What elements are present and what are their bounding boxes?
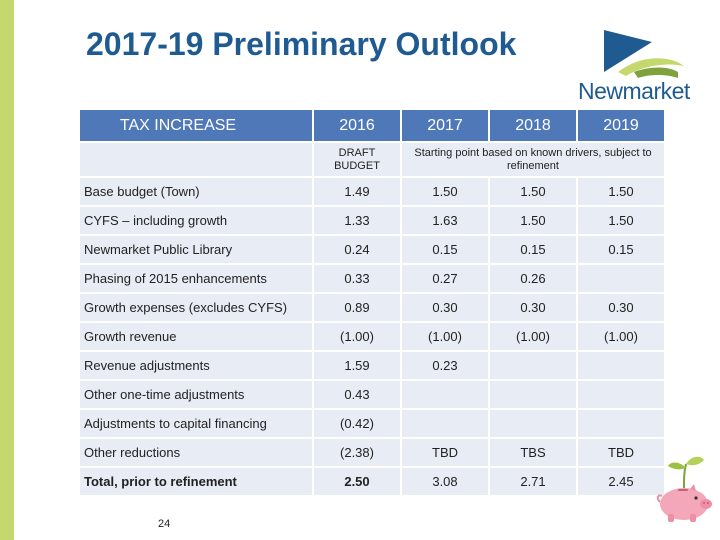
left-accent-band <box>0 0 14 540</box>
page-title: 2017-19 Preliminary Outlook <box>86 26 517 62</box>
table-row: Growth revenue (1.00) (1.00) (1.00) (1.0… <box>80 323 664 350</box>
row-value: 0.89 <box>314 294 400 321</box>
total-value: 3.08 <box>402 468 488 495</box>
row-value <box>578 352 664 379</box>
total-label: Total, prior to refinement <box>80 468 312 495</box>
header-year: 2019 <box>578 110 664 141</box>
table-row: Base budget (Town) 1.49 1.50 1.50 1.50 <box>80 178 664 205</box>
row-value <box>490 352 576 379</box>
row-value: (0.42) <box>314 410 400 437</box>
header-label: TAX INCREASE <box>80 110 312 141</box>
row-value <box>490 381 576 408</box>
row-value: 1.33 <box>314 207 400 234</box>
row-value: TBD <box>402 439 488 466</box>
page-number: 24 <box>158 518 171 530</box>
total-row: Total, prior to refinement 2.50 3.08 2.7… <box>80 468 664 495</box>
row-label: Other reductions <box>80 439 312 466</box>
row-value: (1.00) <box>490 323 576 350</box>
row-value: (1.00) <box>402 323 488 350</box>
row-value: 0.30 <box>490 294 576 321</box>
row-value: 1.50 <box>490 178 576 205</box>
table-row: Other reductions (2.38) TBD TBS TBD <box>80 439 664 466</box>
row-value: 1.50 <box>402 178 488 205</box>
table-row: Phasing of 2015 enhancements 0.33 0.27 0… <box>80 265 664 292</box>
draft-budget-note: DRAFT BUDGET <box>314 143 400 176</box>
row-value: 0.30 <box>578 294 664 321</box>
subheader-blank <box>80 143 312 176</box>
row-value: 0.26 <box>490 265 576 292</box>
row-value: 0.27 <box>402 265 488 292</box>
table-row: Other one-time adjustments 0.43 <box>80 381 664 408</box>
row-value <box>578 265 664 292</box>
row-label: Growth revenue <box>80 323 312 350</box>
tax-outlook-table: TAX INCREASE 2016 2017 2018 2019 DRAFT B… <box>78 108 666 497</box>
row-value <box>402 410 488 437</box>
table-row: Revenue adjustments 1.59 0.23 <box>80 352 664 379</box>
row-value: (1.00) <box>578 323 664 350</box>
row-value: TBS <box>490 439 576 466</box>
row-value: 1.49 <box>314 178 400 205</box>
row-value <box>402 381 488 408</box>
header-row: TAX INCREASE 2016 2017 2018 2019 <box>80 110 664 141</box>
row-value: 0.15 <box>578 236 664 263</box>
total-value: 2.71 <box>490 468 576 495</box>
row-label: Newmarket Public Library <box>80 236 312 263</box>
table-row: CYFS – including growth 1.33 1.63 1.50 1… <box>80 207 664 234</box>
row-value: 0.24 <box>314 236 400 263</box>
row-value: 1.50 <box>578 178 664 205</box>
row-label: Adjustments to capital financing <box>80 410 312 437</box>
row-value: 1.63 <box>402 207 488 234</box>
row-value: 0.15 <box>402 236 488 263</box>
header-year: 2018 <box>490 110 576 141</box>
row-value: TBD <box>578 439 664 466</box>
row-value: 0.33 <box>314 265 400 292</box>
newmarket-logo-icon <box>604 30 684 78</box>
header-year: 2017 <box>402 110 488 141</box>
row-label: CYFS – including growth <box>80 207 312 234</box>
total-value: 2.45 <box>578 468 664 495</box>
subheader-row: DRAFT BUDGET Starting point based on kno… <box>80 143 664 176</box>
row-value <box>490 410 576 437</box>
header-year: 2016 <box>314 110 400 141</box>
row-label: Growth expenses (excludes CYFS) <box>80 294 312 321</box>
row-value: 1.50 <box>578 207 664 234</box>
row-value: 0.43 <box>314 381 400 408</box>
row-value <box>578 410 664 437</box>
row-label: Base budget (Town) <box>80 178 312 205</box>
table-row: Adjustments to capital financing (0.42) <box>80 410 664 437</box>
row-value <box>578 381 664 408</box>
piggy-bank-sprout-icon <box>656 456 712 522</box>
table-row: Growth expenses (excludes CYFS) 0.89 0.3… <box>80 294 664 321</box>
total-value: 2.50 <box>314 468 400 495</box>
row-value: 0.23 <box>402 352 488 379</box>
row-value: (1.00) <box>314 323 400 350</box>
row-label: Phasing of 2015 enhancements <box>80 265 312 292</box>
row-value: (2.38) <box>314 439 400 466</box>
logo-wordmark: Newmarket <box>578 78 690 104</box>
starting-point-note: Starting point based on known drivers, s… <box>402 143 664 176</box>
row-label: Revenue adjustments <box>80 352 312 379</box>
table-row: Newmarket Public Library 0.24 0.15 0.15 … <box>80 236 664 263</box>
row-value: 1.50 <box>490 207 576 234</box>
row-value: 1.59 <box>314 352 400 379</box>
row-label: Other one-time adjustments <box>80 381 312 408</box>
row-value: 0.30 <box>402 294 488 321</box>
row-value: 0.15 <box>490 236 576 263</box>
